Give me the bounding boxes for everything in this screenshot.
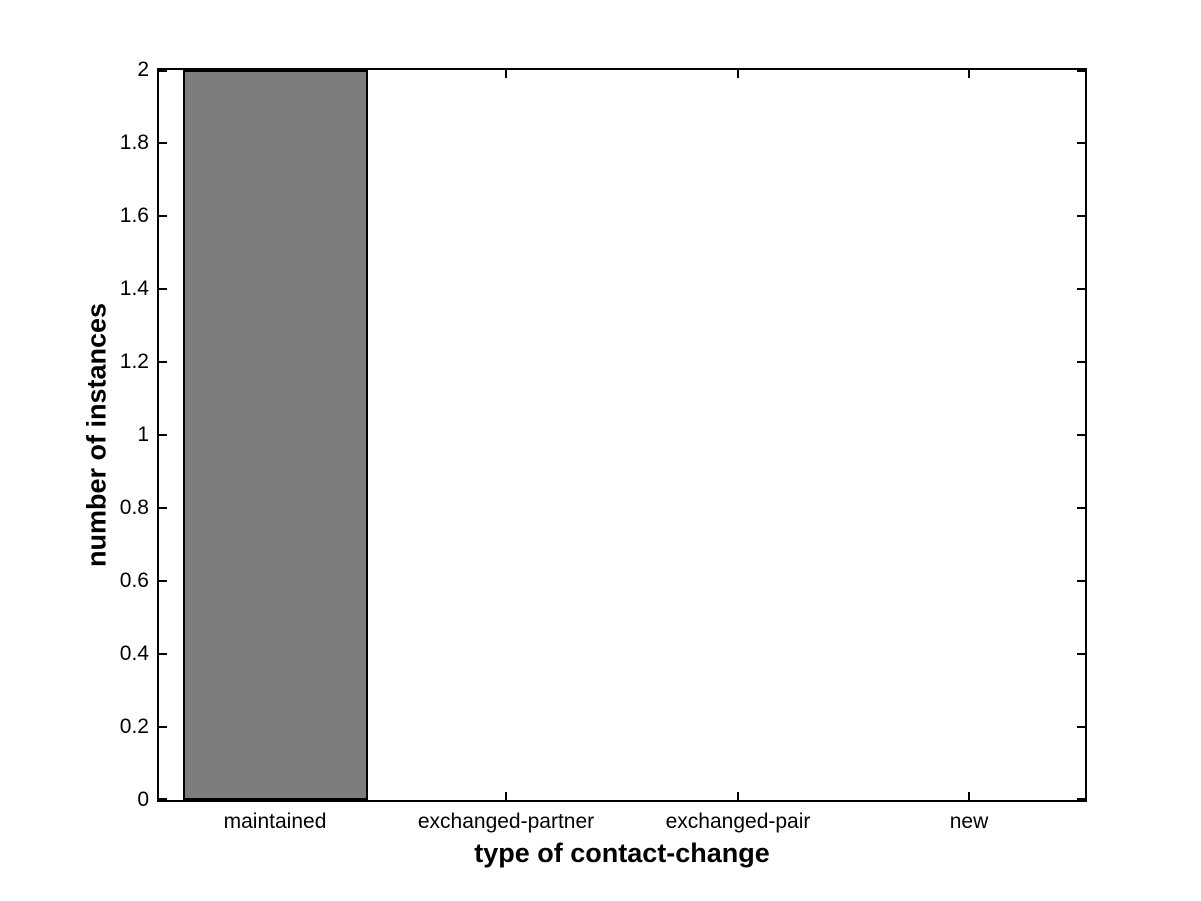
y-tick-right (1077, 726, 1085, 728)
y-tick-right (1077, 215, 1085, 217)
y-tick-right (1077, 507, 1085, 509)
x-tick-label: maintained (223, 810, 327, 833)
y-tick-label: 0 (137, 788, 149, 811)
y-tick-right (1077, 288, 1085, 290)
y-tick-left (159, 215, 167, 217)
y-tick-left (159, 142, 167, 144)
y-tick-label: 0.8 (119, 496, 149, 519)
y-tick-left (159, 70, 167, 72)
x-tick-top (737, 70, 739, 78)
y-tick-label: 0.2 (119, 715, 149, 738)
y-tick-left (159, 507, 167, 509)
y-tick-right (1077, 434, 1085, 436)
y-tick-right (1077, 142, 1085, 144)
plot-area (157, 68, 1087, 802)
y-tick-label: 1.2 (119, 350, 149, 373)
y-tick-left (159, 580, 167, 582)
y-tick-label: 0.6 (119, 569, 149, 592)
x-axis-label: type of contact-change (474, 838, 770, 868)
y-tick-label: 1.4 (119, 277, 149, 300)
y-tick-label: 2 (137, 58, 149, 81)
y-tick-left (159, 288, 167, 290)
y-tick-right (1077, 70, 1085, 72)
y-tick-left (159, 798, 167, 800)
y-tick-right (1077, 798, 1085, 800)
x-tick-top (968, 70, 970, 78)
bar-maintained (182, 70, 368, 800)
x-tick-bottom (968, 792, 970, 800)
x-tick-bottom (737, 792, 739, 800)
y-tick-left (159, 653, 167, 655)
y-tick-right (1077, 653, 1085, 655)
y-tick-left (159, 361, 167, 363)
x-tick-top (505, 70, 507, 78)
y-tick-left (159, 434, 167, 436)
y-tick-right (1077, 580, 1085, 582)
y-tick-right (1077, 361, 1085, 363)
y-tick-left (159, 726, 167, 728)
x-tick-label: exchanged-pair (665, 810, 811, 833)
y-tick-label: 0.4 (119, 642, 149, 665)
y-tick-label: 1.8 (119, 131, 149, 154)
y-tick-label: 1 (137, 423, 149, 446)
x-tick-label: new (949, 810, 989, 833)
x-tick-bottom (505, 792, 507, 800)
x-tick-label: exchanged-partner (417, 810, 595, 833)
y-tick-label: 1.6 (119, 204, 149, 227)
